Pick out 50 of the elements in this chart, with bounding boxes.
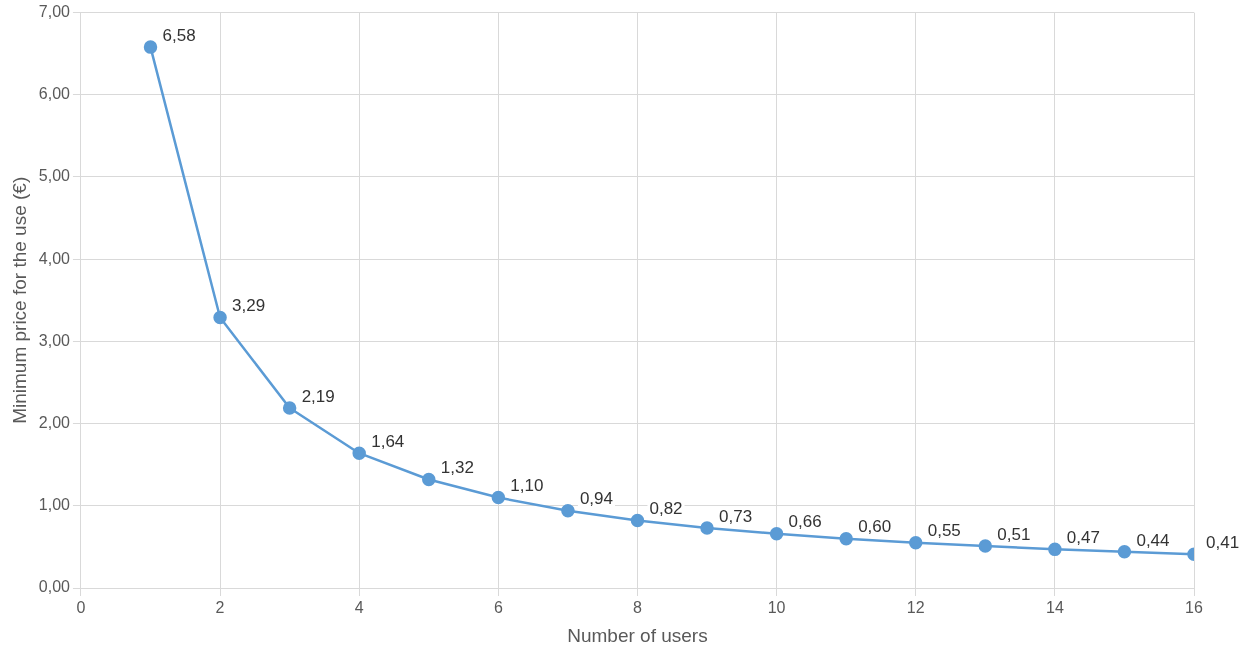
y-tick-label: 0,00 (38, 578, 71, 596)
data-label: 0,82 (649, 499, 683, 519)
point (143, 40, 158, 54)
point (839, 531, 853, 546)
y-tick-label: 3,00 (38, 331, 71, 349)
data-label: 6,58 (162, 25, 196, 45)
data-label: 0,94 (579, 489, 613, 509)
point (1117, 545, 1132, 559)
x-tick-label: 2 (215, 599, 225, 617)
point (422, 472, 436, 487)
y-tick-label: 6,00 (38, 85, 71, 103)
x-axis-title: Number of users (567, 624, 708, 646)
point (630, 513, 645, 528)
data-label: 0,41 (1206, 532, 1240, 552)
data-label: 0,55 (927, 521, 961, 541)
y-tick-label: 7,00 (38, 3, 71, 21)
y-tick-label: 2,00 (38, 414, 71, 432)
data-label: 0,60 (858, 517, 892, 537)
point (1048, 542, 1062, 557)
x-tick-label: 14 (1045, 599, 1064, 617)
x-tick-label: 6 (493, 599, 503, 617)
point (908, 536, 923, 550)
point (769, 527, 784, 541)
data-label: 0,66 (788, 512, 822, 532)
data-label: 0,73 (719, 506, 753, 526)
data-label: 1,10 (510, 476, 544, 496)
data-label: 2,19 (301, 386, 335, 406)
x-tick-label: 16 (1185, 599, 1203, 617)
point (978, 539, 993, 553)
y-tick-label: 1,00 (38, 496, 71, 514)
x-tick-label: 0 (76, 599, 86, 617)
point (491, 490, 506, 505)
y-tick-label: 5,00 (38, 167, 71, 185)
point (282, 401, 297, 415)
data-label: 1,32 (440, 458, 474, 478)
point (700, 521, 714, 535)
x-tick-label: 10 (767, 599, 786, 617)
data-label: 0,51 (997, 524, 1031, 544)
y-tick-label: 4,00 (38, 249, 71, 267)
y-axis-title: Minimum price for the use (€) (8, 176, 30, 424)
data-label: 3,29 (232, 296, 266, 316)
data-label: 1,64 (371, 431, 405, 451)
x-tick-label: 12 (906, 599, 925, 617)
point (561, 503, 575, 518)
data-label: 0,44 (1136, 530, 1170, 550)
x-tick-label: 4 (354, 599, 364, 617)
x-tick-label: 8 (633, 599, 643, 617)
point (352, 446, 366, 460)
point (213, 310, 227, 325)
data-label: 0,47 (1066, 528, 1100, 548)
